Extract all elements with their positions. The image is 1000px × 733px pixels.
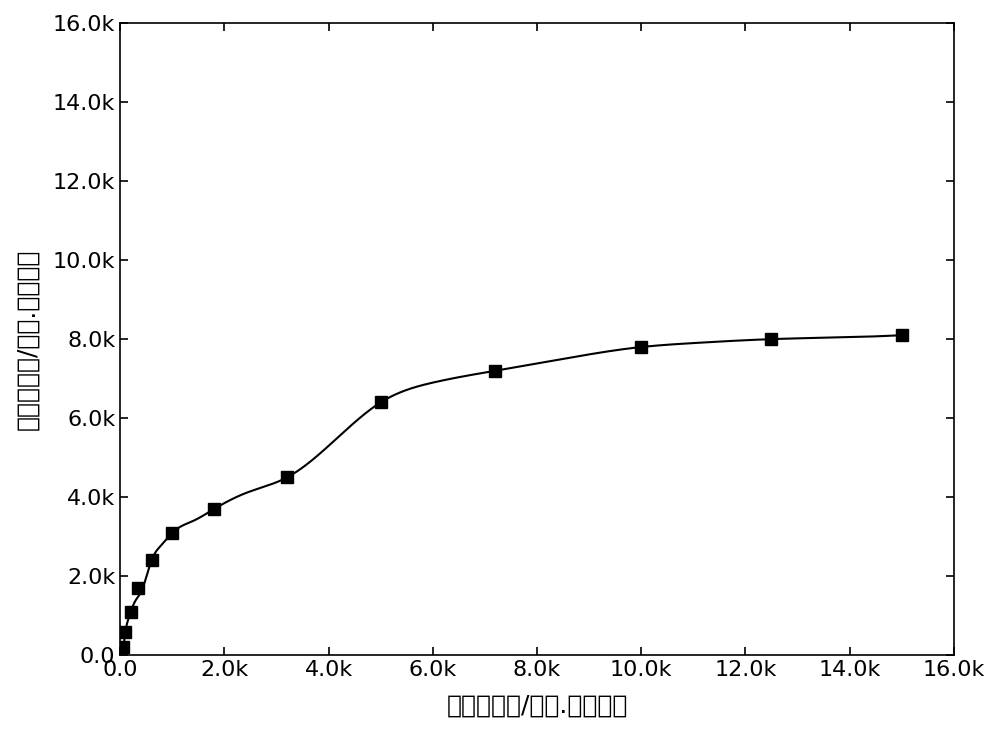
- Y-axis label: 阻抗值虚部/欧姆.平方厘米: 阻抗值虚部/欧姆.平方厘米: [15, 248, 39, 430]
- X-axis label: 阻抗值实部/欧姆.平方厘米: 阻抗值实部/欧姆.平方厘米: [446, 694, 628, 718]
